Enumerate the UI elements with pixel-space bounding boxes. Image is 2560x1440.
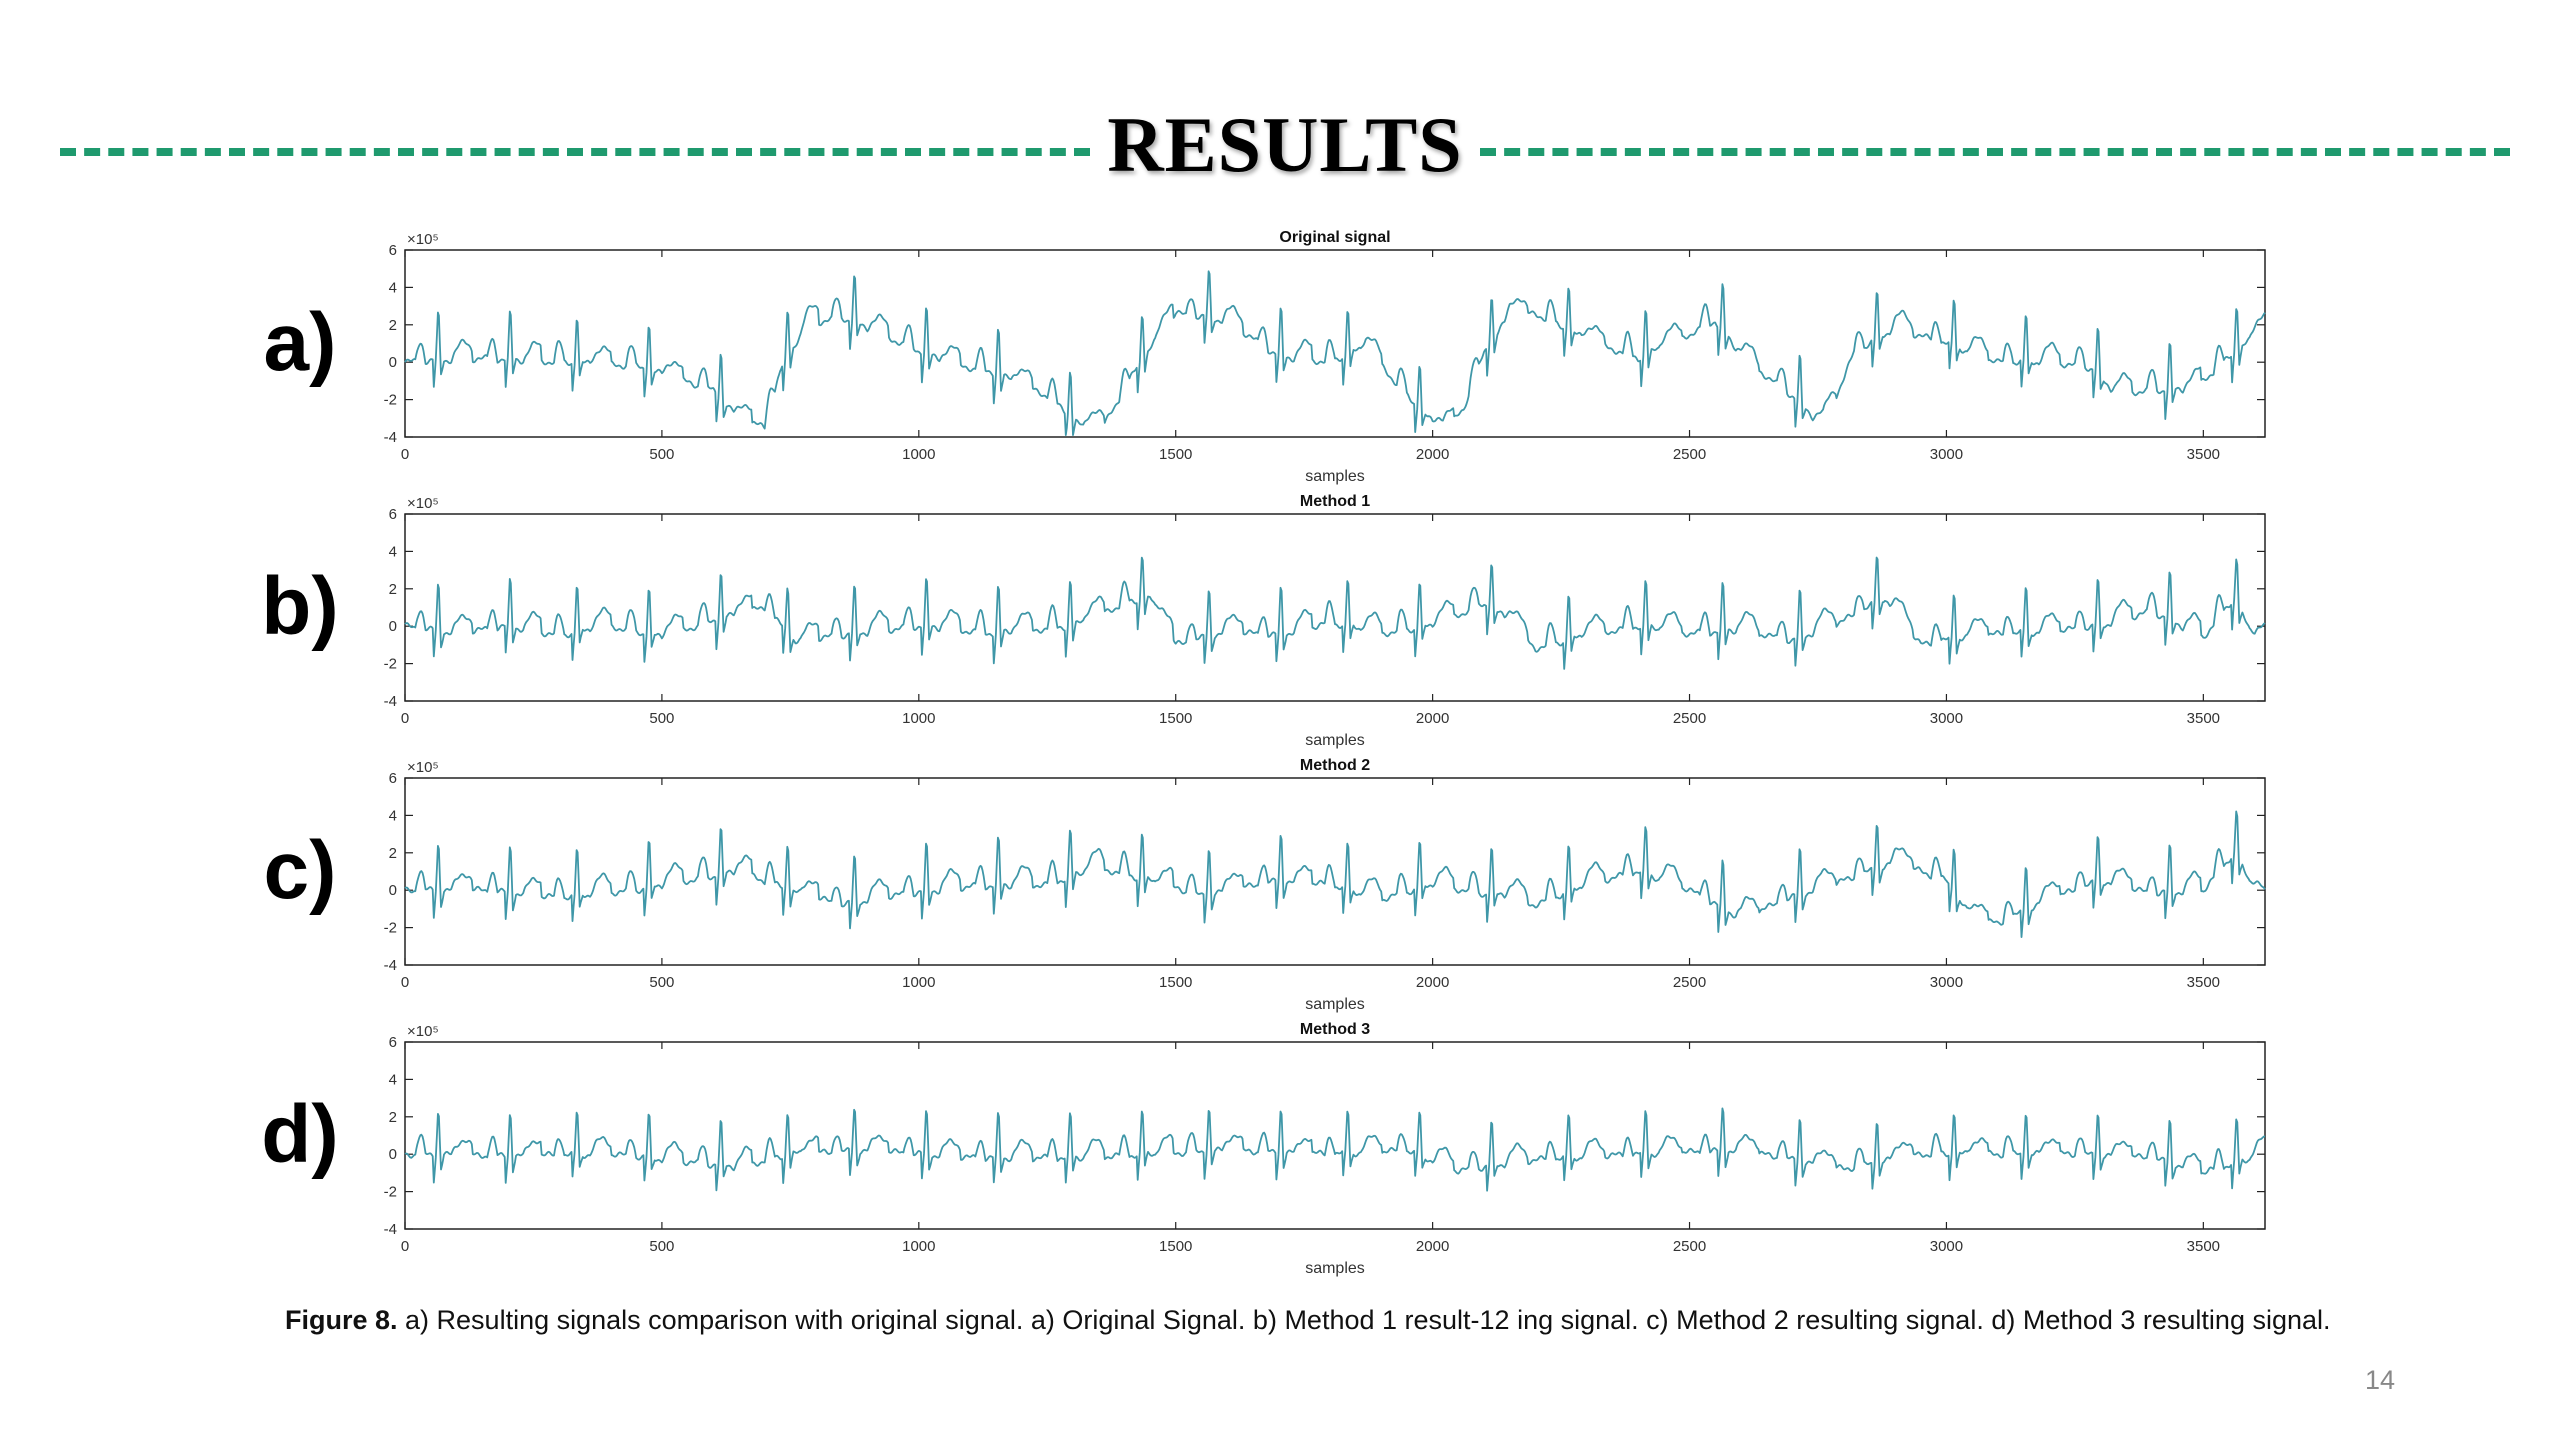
chart-panel-4: d) Method 3 ×10⁵ 0 500 1000 1500 2000 2500 3000 35… — [261, 1021, 2266, 1277]
y-tick-label: 0 — [389, 354, 397, 371]
y-tick-label: 4 — [389, 1071, 397, 1088]
y-tick-label: 6 — [389, 1034, 397, 1051]
x-tick-label: 500 — [649, 1238, 674, 1255]
x-tick-label: 1500 — [1159, 1238, 1192, 1255]
x-tick-label: 3500 — [2187, 710, 2220, 727]
x-tick-label: 2000 — [1416, 1238, 1449, 1255]
figure-caption-label: Figure 8. — [285, 1305, 398, 1335]
panel-label: d) — [261, 1089, 338, 1180]
y-tick-label: 2 — [389, 317, 397, 334]
plot-title: Method 3 — [1300, 1021, 1370, 1038]
panel-label: b) — [261, 561, 338, 652]
x-axis-label: samples — [1305, 732, 1365, 749]
y-tick-label: 0 — [389, 882, 397, 899]
x-axis-label: samples — [1305, 468, 1365, 485]
axes-box — [404, 513, 2266, 702]
x-tick-label: 2500 — [1673, 710, 1706, 727]
y-tick-label: -4 — [384, 957, 397, 974]
x-tick-label: 500 — [649, 974, 674, 991]
axes-box — [404, 249, 2266, 438]
chart-panel-1: a) Original signal ×10⁵ 0 500 1000 1500 2000 250… — [264, 229, 2266, 485]
x-tick-label: 2000 — [1416, 710, 1449, 727]
x-tick-label: 1000 — [902, 710, 935, 727]
x-tick-label: 1000 — [902, 974, 935, 991]
plot-title: Method 1 — [1300, 493, 1370, 510]
x-tick-label: 3000 — [1930, 710, 1963, 727]
x-tick-label: 500 — [649, 446, 674, 463]
x-tick-label: 0 — [401, 710, 409, 727]
axes-box — [404, 1041, 2266, 1230]
x-tick-label: 2500 — [1673, 1238, 1706, 1255]
y-tick-label: 2 — [389, 1109, 397, 1126]
y-multiplier-label: ×10⁵ — [407, 495, 439, 512]
y-multiplier-label: ×10⁵ — [407, 759, 439, 776]
x-tick-label: 1000 — [902, 1238, 935, 1255]
x-tick-label: 0 — [401, 1238, 409, 1255]
y-tick-label: -2 — [384, 656, 397, 673]
panel-label: a) — [264, 297, 337, 388]
x-tick-label: 3000 — [1930, 1238, 1963, 1255]
x-tick-label: 3500 — [2187, 974, 2220, 991]
y-tick-label: -2 — [384, 920, 397, 937]
y-tick-label: -2 — [384, 1184, 397, 1201]
x-tick-label: 3000 — [1930, 446, 1963, 463]
slide-header: RESULTS — [0, 40, 2560, 188]
x-tick-label: 0 — [401, 446, 409, 463]
y-tick-label: 2 — [389, 845, 397, 862]
x-tick-label: 2500 — [1673, 446, 1706, 463]
x-tick-label: 1500 — [1159, 446, 1192, 463]
header-dashed-rule-right — [1480, 148, 2510, 156]
x-tick-label: 2000 — [1416, 974, 1449, 991]
signal-series-line — [404, 1107, 2266, 1192]
chart-panel-2: b) Method 1 ×10⁵ 0 500 1000 1500 2000 2500 3000 35… — [261, 493, 2266, 749]
signal-series-line — [404, 270, 2266, 436]
header-dashed-rule-left — [60, 148, 1090, 156]
x-axis-label: samples — [1305, 1260, 1365, 1277]
x-tick-label: 3500 — [2187, 446, 2220, 463]
y-tick-label: -4 — [384, 1221, 397, 1238]
x-tick-label: 1500 — [1159, 710, 1192, 727]
x-tick-label: 1000 — [902, 446, 935, 463]
x-tick-label: 3500 — [2187, 1238, 2220, 1255]
x-axis-label: samples — [1305, 996, 1365, 1013]
x-tick-label: 3000 — [1930, 974, 1963, 991]
x-tick-label: 1500 — [1159, 974, 1192, 991]
figure-caption-text: a) Resulting signals comparison with ori… — [397, 1305, 2331, 1335]
axes-box — [404, 777, 2266, 966]
x-tick-label: 2500 — [1673, 974, 1706, 991]
plot-title: Original signal — [1279, 229, 1390, 246]
page-number: 14 — [2364, 1365, 2395, 1395]
y-tick-label: 2 — [389, 581, 397, 598]
y-tick-label: 0 — [389, 618, 397, 635]
x-tick-label: 0 — [401, 974, 409, 991]
x-tick-label: 2000 — [1416, 446, 1449, 463]
y-multiplier-label: ×10⁵ — [407, 231, 439, 248]
y-tick-label: -4 — [384, 429, 397, 446]
y-tick-label: 6 — [389, 506, 397, 523]
y-tick-label: 6 — [389, 770, 397, 787]
panel-label: c) — [264, 825, 337, 916]
y-tick-label: -2 — [384, 392, 397, 409]
y-tick-label: 4 — [389, 543, 397, 560]
y-tick-label: 4 — [389, 807, 397, 824]
y-tick-label: -4 — [384, 693, 397, 710]
y-multiplier-label: ×10⁵ — [407, 1023, 439, 1040]
y-tick-label: 6 — [389, 242, 397, 259]
slide-title: RESULTS — [1107, 101, 1463, 188]
signal-series-line — [404, 810, 2266, 938]
chart-panel-3: c) Method 2 ×10⁵ 0 500 1000 1500 2000 2500 3000 35… — [264, 757, 2266, 1013]
x-tick-label: 500 — [649, 710, 674, 727]
y-tick-label: 4 — [389, 279, 397, 296]
y-tick-label: 0 — [389, 1146, 397, 1163]
figure-caption: Figure 8. a) Resulting signals compariso… — [285, 1305, 2545, 1336]
signal-series-line — [404, 556, 2266, 670]
plot-title: Method 2 — [1300, 757, 1370, 774]
